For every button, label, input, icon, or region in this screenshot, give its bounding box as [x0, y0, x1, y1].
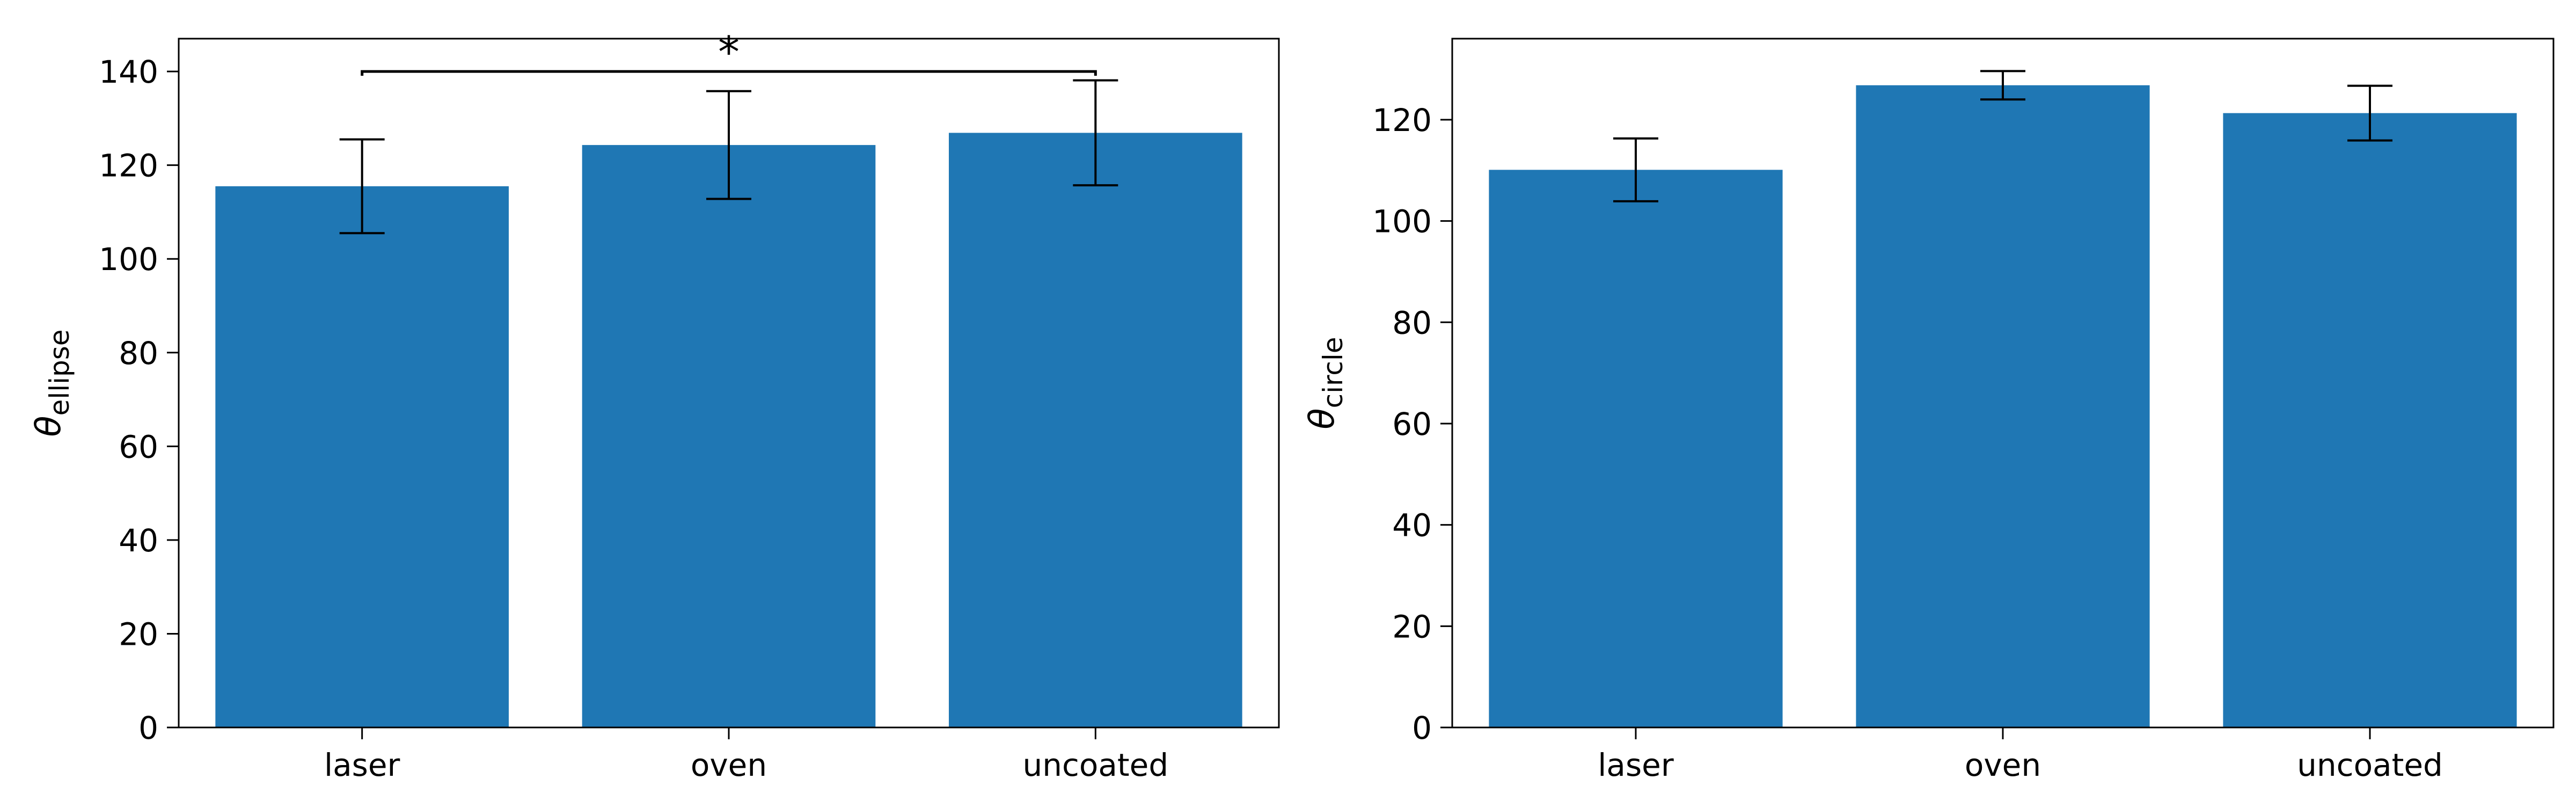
y-tick-label: 20: [119, 616, 158, 652]
error-bar-uncoated: [1073, 79, 1118, 187]
y-tick-label: 40: [119, 522, 158, 559]
x-tick-label-uncoated: uncoated: [2297, 747, 2443, 783]
error-bar-laser: [1613, 137, 1658, 202]
y-tick-label: 100: [1372, 203, 1432, 240]
error-bar-laser: [339, 138, 385, 235]
y-tick-label: 0: [138, 710, 158, 746]
bar-oven: [1856, 85, 2150, 728]
x-tick-label-oven: oven: [691, 747, 767, 783]
y-tick-label: 120: [99, 148, 158, 184]
y-tick-label: 20: [1392, 608, 1432, 645]
y-tick-label: 80: [1392, 304, 1432, 341]
y-tick-label: 100: [99, 241, 158, 278]
error-bar-oven: [1980, 70, 2025, 101]
y-tick-label: 120: [1372, 102, 1432, 139]
chart-panel-left: * 0 20 40 60 80 100 120 140 laser oven uncoated θell…: [29, 27, 1280, 783]
bar-laser: [1489, 170, 1783, 727]
y-tick-label: 60: [119, 428, 158, 465]
y-axis-label: θellipse: [29, 329, 75, 436]
error-bar-uncoated: [2347, 84, 2392, 142]
bar-uncoated: [2223, 113, 2517, 727]
y-tick-label: 80: [119, 335, 158, 372]
x-tick-label-laser: laser: [1598, 747, 1674, 783]
y-axis-label: θcircle: [1302, 337, 1349, 429]
y-tick-label: 140: [99, 54, 158, 90]
x-tick-label-laser: laser: [324, 747, 400, 783]
significance-star: *: [718, 27, 740, 77]
chart-panel-right: 0 20 40 60 80 100 120 laser oven uncoated θcircle: [1302, 38, 2555, 783]
x-tick-label-uncoated: uncoated: [1022, 747, 1168, 783]
bar-oven: [582, 145, 876, 727]
y-tick-label: 60: [1392, 406, 1432, 442]
y-tick-label: 40: [1392, 507, 1432, 544]
bar-laser: [215, 186, 509, 727]
bar-uncoated: [949, 133, 1242, 727]
significance-bracket: [361, 70, 1097, 76]
y-tick-label: 0: [1412, 710, 1432, 746]
x-tick-label-oven: oven: [1965, 747, 2041, 783]
error-bar-oven: [706, 90, 751, 200]
